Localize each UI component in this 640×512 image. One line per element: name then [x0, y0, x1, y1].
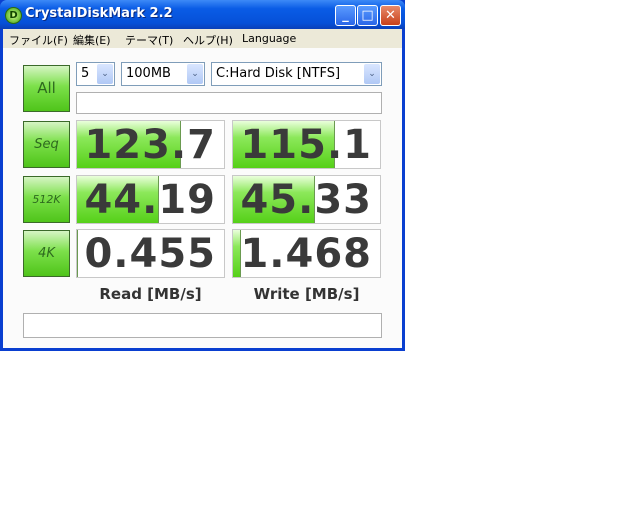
read-bar [77, 230, 78, 277]
minimize-button[interactable]: _ [335, 5, 356, 26]
drive-value: C:Hard Disk [NTFS] [216, 66, 341, 81]
write-value: 1.468 [240, 231, 372, 277]
count-select[interactable]: 5 ⌄ [76, 62, 115, 86]
chevron-down-icon[interactable]: ⌄ [97, 64, 113, 84]
chevron-down-icon[interactable]: ⌄ [364, 64, 380, 84]
size-value: 100MB [126, 66, 171, 81]
read-value: 44.19 [84, 177, 216, 223]
menu-file[interactable]: ファイル(F) [9, 34, 68, 47]
all-button[interactable]: All [23, 65, 70, 112]
test-button-4k[interactable]: 4K [23, 230, 70, 277]
comment-field[interactable] [23, 313, 382, 338]
write-value: 115.1 [240, 122, 372, 168]
read-bar [77, 176, 159, 223]
write-bar [233, 230, 242, 277]
write-result-seq: 115.1 [232, 120, 381, 169]
read-column-label: Read [MB/s] [99, 285, 202, 303]
read-result-512k: 44.19 [76, 175, 225, 224]
read-value: 123.7 [84, 122, 216, 168]
write-result-4k: 1.468 [232, 229, 381, 278]
window-title: CrystalDiskMark 2.2 [25, 6, 173, 21]
test-button-seq[interactable]: Seq [23, 121, 70, 168]
write-bar [233, 176, 315, 223]
read-value: 0.455 [84, 231, 216, 277]
menu-theme[interactable]: テーマ(T) [125, 34, 174, 47]
title-bar[interactable]: D CrystalDiskMark 2.2 _ □ ✕ [0, 0, 405, 29]
test-button-512k[interactable]: 512K [23, 176, 70, 223]
write-column-label: Write [MB/s] [253, 285, 360, 303]
status-field [76, 92, 382, 114]
app-icon: D [5, 7, 22, 24]
read-bar [77, 121, 181, 168]
chevron-down-icon[interactable]: ⌄ [187, 64, 203, 84]
size-select[interactable]: 100MB ⌄ [121, 62, 205, 86]
write-bar [233, 121, 336, 168]
read-result-seq: 123.7 [76, 120, 225, 169]
read-result-4k: 0.455 [76, 229, 225, 278]
close-button[interactable]: ✕ [380, 5, 401, 26]
menu-bar: ファイル(F) 編集(E) テーマ(T) ヘルプ(H) Language [3, 29, 402, 48]
write-result-512k: 45.33 [232, 175, 381, 224]
write-value: 45.33 [240, 177, 372, 223]
menu-edit[interactable]: 編集(E) [73, 34, 111, 47]
count-value: 5 [81, 66, 90, 81]
menu-help[interactable]: ヘルプ(H) [183, 34, 233, 47]
menu-language[interactable]: Language [242, 32, 297, 45]
drive-select[interactable]: C:Hard Disk [NTFS] ⌄ [211, 62, 382, 86]
maximize-button[interactable]: □ [357, 5, 378, 26]
